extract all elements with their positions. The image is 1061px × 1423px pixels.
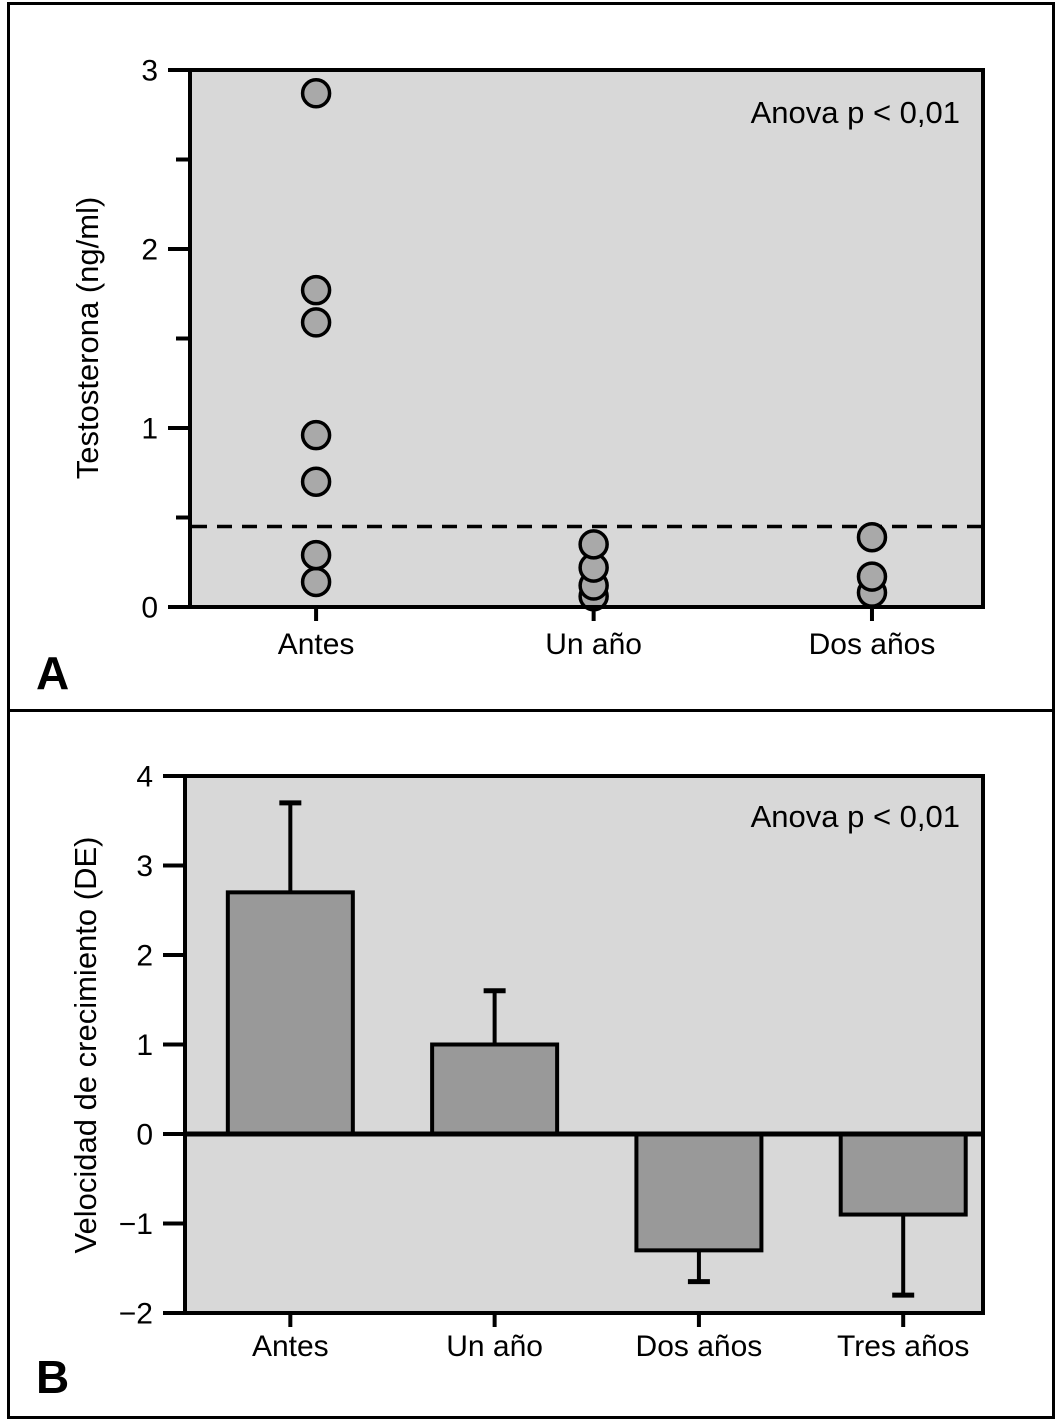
data-point [856,561,888,592]
y-tick-label: 1 [136,1029,153,1062]
y-tick-label: 2 [141,234,158,267]
bar [225,890,355,1136]
category-label: Antes [252,1330,329,1363]
panel-a-plot-area [190,70,983,607]
data-point [300,419,332,451]
panel-divider [7,709,1055,712]
y-tick-label: −1 [119,1208,153,1241]
category-label: Dos años [636,1330,763,1363]
y-tick-label: 0 [136,1119,153,1152]
data-point [578,529,609,560]
category-label: Un año [545,628,642,661]
data-point [300,307,332,338]
data-point [300,78,332,109]
category-label: Tres años [837,1330,969,1363]
category-label: Antes [278,628,355,661]
y-tick-label: 3 [136,850,153,883]
category-label: Dos años [809,628,936,661]
data-point [856,521,888,553]
y-tick-label: 3 [141,55,158,88]
y-tick-label: 0 [141,592,158,625]
data-point [300,466,332,497]
category-label: Un año [446,1330,543,1363]
y-tick-label: 2 [136,940,153,973]
data-point [300,539,332,571]
y-tick-label: −2 [119,1298,153,1331]
y-tick-label: 1 [141,413,158,446]
data-point [300,274,332,306]
y-tick-label: 4 [136,761,153,794]
